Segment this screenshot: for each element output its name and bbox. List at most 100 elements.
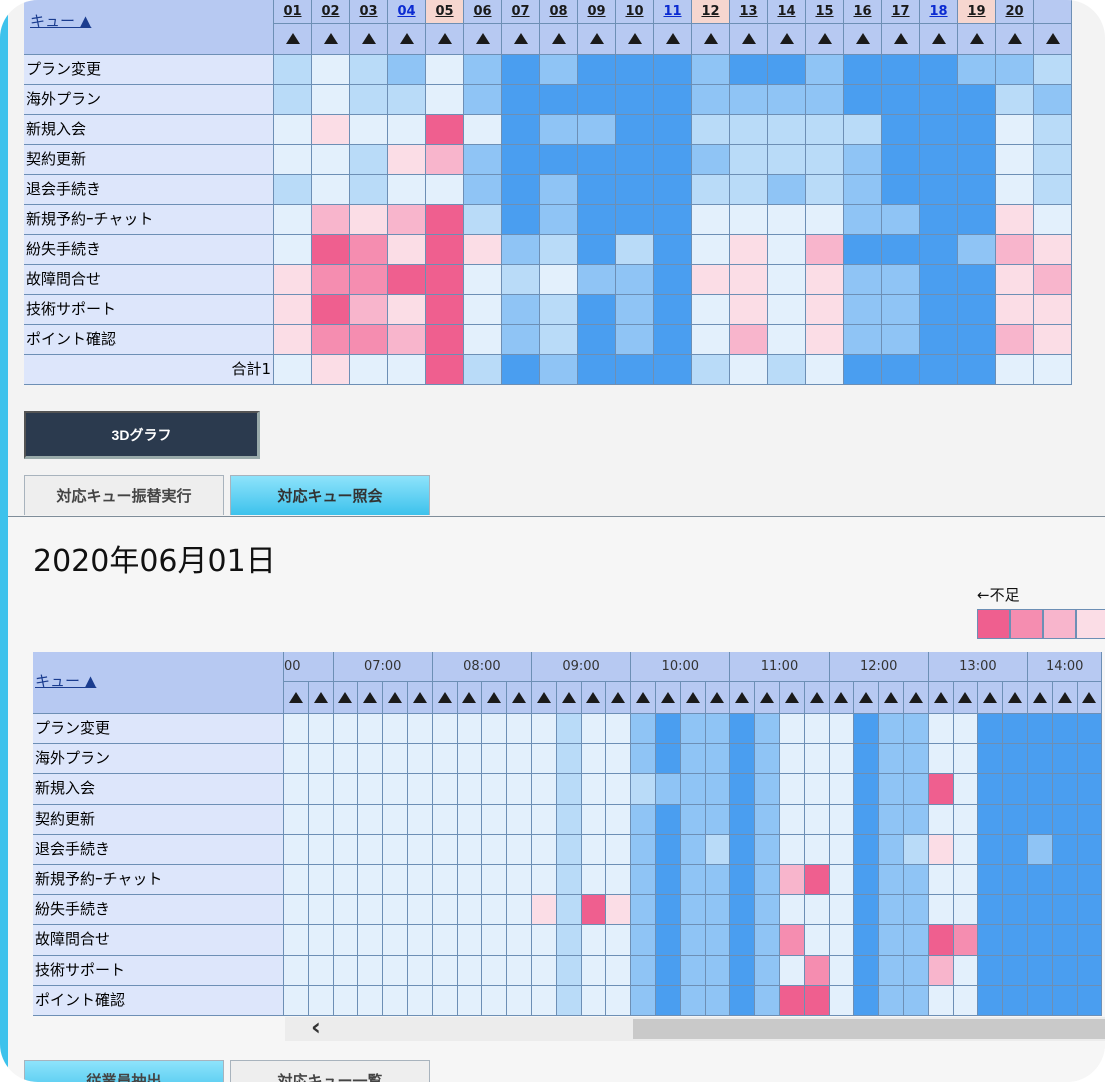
heatmap-cell[interactable] bbox=[274, 175, 312, 205]
heatmap-cell[interactable] bbox=[532, 774, 557, 805]
heatmap-cell[interactable] bbox=[654, 145, 692, 175]
heatmap-cell[interactable] bbox=[457, 804, 483, 835]
heatmap-cell[interactable] bbox=[383, 714, 408, 745]
heatmap-cell[interactable] bbox=[879, 774, 904, 805]
heatmap-cell[interactable] bbox=[996, 325, 1034, 355]
heatmap-cell[interactable] bbox=[692, 265, 730, 295]
heatmap-cell[interactable] bbox=[350, 145, 388, 175]
heatmap-cell[interactable] bbox=[958, 85, 996, 115]
heatmap-cell[interactable] bbox=[996, 265, 1034, 295]
heatmap-cell[interactable] bbox=[578, 115, 616, 145]
heatmap-cell[interactable] bbox=[844, 295, 882, 325]
heatmap-cell[interactable] bbox=[1077, 925, 1103, 956]
heatmap-cell[interactable] bbox=[507, 865, 532, 896]
heatmap-cell[interactable] bbox=[692, 205, 730, 235]
heatmap-cell[interactable] bbox=[284, 834, 309, 865]
sort-icon[interactable] bbox=[312, 24, 350, 55]
heatmap-cell[interactable] bbox=[1077, 804, 1103, 835]
day-column-header[interactable]: 07 bbox=[502, 0, 540, 24]
heatmap-cell[interactable] bbox=[804, 925, 830, 956]
heatmap-cell[interactable] bbox=[1003, 985, 1028, 1016]
heatmap-cell[interactable] bbox=[284, 744, 309, 775]
heatmap-cell[interactable] bbox=[680, 834, 706, 865]
day-column-header[interactable]: 19 bbox=[958, 0, 996, 24]
heatmap-cell[interactable] bbox=[581, 804, 607, 835]
detail-queue-header-label[interactable]: キュー ▲ bbox=[35, 672, 97, 690]
sort-icon[interactable] bbox=[482, 682, 508, 714]
heatmap-cell[interactable] bbox=[358, 834, 384, 865]
heatmap-cell[interactable] bbox=[507, 744, 532, 775]
heatmap-cell[interactable] bbox=[581, 714, 607, 745]
heatmap-cell[interactable] bbox=[388, 235, 426, 265]
heatmap-cell[interactable] bbox=[953, 744, 979, 775]
heatmap-cell[interactable] bbox=[532, 895, 557, 926]
heatmap-cell[interactable] bbox=[953, 804, 979, 835]
heatmap-cell[interactable] bbox=[556, 714, 582, 745]
heatmap-cell[interactable] bbox=[806, 325, 844, 355]
heatmap-cell[interactable] bbox=[806, 85, 844, 115]
heatmap-cell[interactable] bbox=[829, 985, 855, 1016]
heatmap-cell[interactable] bbox=[1028, 895, 1053, 926]
heatmap-cell[interactable] bbox=[581, 774, 607, 805]
heatmap-cell[interactable] bbox=[631, 955, 656, 986]
heatmap-cell[interactable] bbox=[1034, 205, 1072, 235]
heatmap-cell[interactable] bbox=[829, 925, 855, 956]
heatmap-cell[interactable] bbox=[383, 744, 408, 775]
heatmap-cell[interactable] bbox=[312, 145, 350, 175]
heatmap-cell[interactable] bbox=[854, 804, 880, 835]
heatmap-cell[interactable] bbox=[730, 355, 768, 385]
heatmap-cell[interactable] bbox=[312, 205, 350, 235]
heatmap-cell[interactable] bbox=[654, 85, 692, 115]
heatmap-cell[interactable] bbox=[1028, 955, 1053, 986]
heatmap-cell[interactable] bbox=[882, 325, 920, 355]
heatmap-cell[interactable] bbox=[806, 55, 844, 85]
heatmap-cell[interactable] bbox=[312, 235, 350, 265]
heatmap-cell[interactable] bbox=[978, 804, 1004, 835]
day-column-label[interactable]: 02 bbox=[321, 4, 340, 19]
heatmap-cell[interactable] bbox=[958, 115, 996, 145]
scroll-left-arrow[interactable]: ‹ bbox=[311, 1013, 321, 1041]
heatmap-cell[interactable] bbox=[920, 175, 958, 205]
heatmap-cell[interactable] bbox=[333, 865, 359, 896]
sort-icon[interactable] bbox=[730, 24, 768, 55]
sort-icon[interactable] bbox=[631, 682, 656, 714]
heatmap-cell[interactable] bbox=[358, 955, 384, 986]
heatmap-cell[interactable] bbox=[730, 145, 768, 175]
heatmap-cell[interactable] bbox=[540, 295, 578, 325]
heatmap-cell[interactable] bbox=[616, 145, 654, 175]
heatmap-cell[interactable] bbox=[482, 865, 508, 896]
heatmap-cell[interactable] bbox=[616, 325, 654, 355]
heatmap-cell[interactable] bbox=[631, 985, 656, 1016]
heatmap-cell[interactable] bbox=[928, 804, 954, 835]
heatmap-cell[interactable] bbox=[904, 774, 929, 805]
heatmap-cell[interactable] bbox=[1077, 714, 1103, 745]
heatmap-cell[interactable] bbox=[780, 925, 805, 956]
heatmap-cell[interactable] bbox=[692, 295, 730, 325]
heatmap-cell[interactable] bbox=[457, 774, 483, 805]
heatmap-cell[interactable] bbox=[502, 115, 540, 145]
heatmap-cell[interactable] bbox=[333, 895, 359, 926]
heatmap-cell[interactable] bbox=[844, 85, 882, 115]
sort-icon[interactable] bbox=[358, 682, 384, 714]
heatmap-cell[interactable] bbox=[308, 955, 334, 986]
heatmap-cell[interactable] bbox=[953, 895, 979, 926]
heatmap-cell[interactable] bbox=[1028, 714, 1053, 745]
heatmap-cell[interactable] bbox=[882, 115, 920, 145]
heatmap-cell[interactable] bbox=[680, 865, 706, 896]
heatmap-cell[interactable] bbox=[780, 834, 805, 865]
heatmap-cell[interactable] bbox=[829, 804, 855, 835]
sort-icon[interactable] bbox=[928, 682, 954, 714]
sort-icon[interactable] bbox=[578, 24, 616, 55]
sort-icon[interactable] bbox=[953, 682, 979, 714]
day-column-header[interactable]: 16 bbox=[844, 0, 882, 24]
heatmap-cell[interactable] bbox=[656, 895, 681, 926]
sort-icon[interactable] bbox=[1003, 682, 1028, 714]
heatmap-cell[interactable] bbox=[904, 714, 929, 745]
heatmap-cell[interactable] bbox=[1003, 834, 1028, 865]
heatmap-cell[interactable] bbox=[879, 865, 904, 896]
sort-icon[interactable] bbox=[532, 682, 557, 714]
heatmap-cell[interactable] bbox=[350, 175, 388, 205]
heatmap-cell[interactable] bbox=[730, 925, 756, 956]
heatmap-cell[interactable] bbox=[350, 205, 388, 235]
heatmap-cell[interactable] bbox=[780, 774, 805, 805]
